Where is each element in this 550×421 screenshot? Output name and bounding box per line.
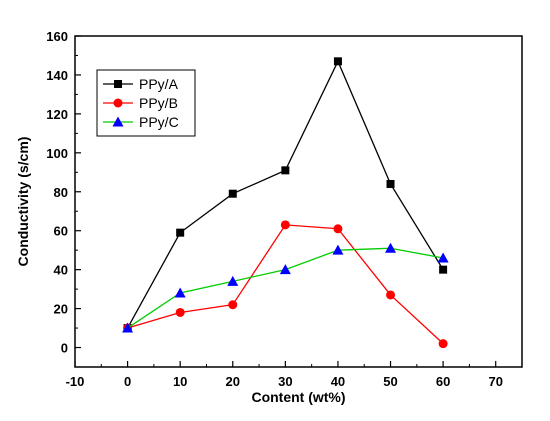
data-point-ppy-b: [438, 339, 448, 349]
legend-label: PPy/B: [139, 95, 178, 111]
legend-entry-ppy-a: PPy/A: [103, 76, 179, 92]
x-tick-label: 0: [124, 374, 131, 389]
data-point-ppy-c: [279, 264, 291, 275]
data-point-ppy-b: [280, 220, 290, 230]
series-ppy-b: [123, 220, 448, 349]
x-tick-label: 10: [173, 374, 187, 389]
y-tick-label: 140: [46, 68, 68, 83]
data-point-ppy-c: [385, 242, 397, 253]
data-point-ppy-c: [227, 275, 239, 286]
y-axis-title: Conductivity (s/cm): [15, 137, 31, 267]
data-point-ppy-a: [281, 166, 290, 175]
x-tick-label: 20: [226, 374, 240, 389]
x-tick-label: -10: [66, 374, 85, 389]
y-tick-label: 0: [61, 341, 68, 356]
data-point-ppy-c: [437, 252, 449, 263]
legend-label: PPy/C: [139, 114, 179, 130]
data-point-ppy-a: [386, 179, 395, 188]
x-tick-label: 70: [488, 374, 502, 389]
data-point-ppy-c: [174, 287, 186, 298]
series-line-ppy-c: [127, 247, 444, 329]
data-point-ppy-a: [176, 228, 185, 237]
data-point-ppy-b: [333, 224, 343, 234]
x-axis-ticks: -10 0 10 20 30 40 50 60 70: [66, 361, 503, 389]
series-ppy-c: [122, 242, 449, 333]
y-tick-label: 60: [54, 224, 68, 239]
y-tick-label: 160: [46, 29, 68, 44]
legend-entry-ppy-b: PPy/B: [103, 95, 178, 111]
plot-frame: [74, 35, 523, 368]
y-tick-label: 40: [54, 263, 68, 278]
y-tick-label: 80: [54, 185, 68, 200]
y-axis-ticks: 0 20 40 60 80 100 120 140 160: [46, 29, 81, 356]
data-point-ppy-a: [228, 189, 237, 198]
x-axis-title: Content (wt%): [251, 389, 345, 405]
y-tick-label: 100: [46, 146, 68, 161]
legend-label: PPy/A: [139, 76, 179, 92]
data-point-ppy-c: [332, 244, 344, 255]
legend-marker: [114, 80, 122, 88]
data-point-ppy-c: [122, 322, 134, 333]
y-tick-label: 20: [54, 302, 68, 317]
y-tick-label: 120: [46, 107, 68, 122]
legend-marker: [113, 98, 123, 108]
x-tick-label: 30: [278, 374, 292, 389]
x-tick-label: 40: [331, 374, 345, 389]
data-point-ppy-a: [333, 57, 342, 66]
data-point-ppy-b: [175, 307, 185, 317]
data-point-ppy-b: [386, 290, 396, 300]
data-point-ppy-b: [228, 300, 238, 310]
plot-layer: [122, 57, 449, 349]
legend: PPy/A PPy/B PPy/C: [96, 69, 196, 137]
x-tick-label: 50: [383, 374, 397, 389]
legend-entry-ppy-c: PPy/C: [103, 114, 179, 130]
data-point-ppy-a: [439, 265, 448, 274]
legend-marker: [112, 116, 124, 127]
x-tick-label: 60: [436, 374, 450, 389]
